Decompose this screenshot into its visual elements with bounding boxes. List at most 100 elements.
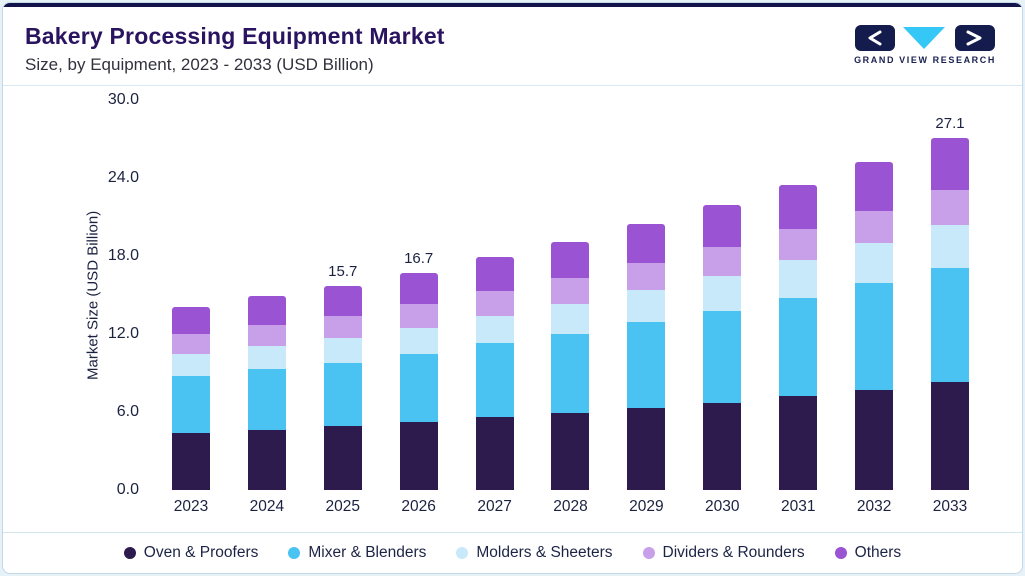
x-tick-label: 2024 xyxy=(249,498,285,515)
logo-marks-icon xyxy=(855,25,996,51)
bar-segment xyxy=(779,228,818,260)
bar-column: 15.7 xyxy=(305,100,381,490)
bar-column xyxy=(153,100,229,490)
x-tick-label: 2025 xyxy=(325,498,360,515)
x-tick-label: 2023 xyxy=(173,498,209,515)
bar-segment xyxy=(399,353,438,423)
bar-segment xyxy=(399,422,438,490)
legend-swatch xyxy=(642,547,655,559)
bar-segment xyxy=(551,413,590,490)
legend-swatch xyxy=(123,547,136,559)
bar-segment xyxy=(779,297,818,397)
grand-view-research-logo: GRAND VIEW RESEARCH xyxy=(854,25,996,65)
bar-segment xyxy=(703,275,742,311)
chart-plot: Market Size (USD Billion) 15.7 16.7 27.1 0… xyxy=(85,91,988,498)
bar-stack xyxy=(703,205,742,490)
bar-column xyxy=(760,100,836,490)
y-tick-label: 6.0 xyxy=(116,403,139,420)
legend-label: Dividers & Rounders xyxy=(662,544,805,561)
bar-segment xyxy=(399,272,438,305)
x-tick-label: 2031 xyxy=(780,498,816,515)
report-header: Bakery Processing Equipment Market Size,… xyxy=(3,7,1022,86)
bar-segment xyxy=(855,389,894,490)
bar-stack xyxy=(247,296,286,490)
bar-segment xyxy=(475,291,514,316)
legend-swatch xyxy=(288,547,301,559)
bar-segment xyxy=(399,327,438,354)
bar-segment xyxy=(475,315,514,344)
legend-item: Oven & Proofers xyxy=(123,544,258,562)
legend-item: Others xyxy=(834,544,902,562)
x-tick-label: 2032 xyxy=(856,498,892,515)
bar-segment xyxy=(627,262,666,290)
bar-column xyxy=(684,100,760,490)
bar-segment xyxy=(247,369,286,431)
header-titles: Bakery Processing Equipment Market Size,… xyxy=(25,21,445,77)
bar-segment xyxy=(931,382,970,490)
legend-item: Dividers & Rounders xyxy=(642,544,805,562)
x-tick-label: 2026 xyxy=(401,498,436,515)
bar-column xyxy=(533,100,609,490)
y-tick-label: 30.0 xyxy=(107,91,139,108)
bar-column: 27.1 xyxy=(912,100,988,490)
legend-item: Mixer & Blenders xyxy=(288,544,426,562)
bar-segment xyxy=(399,304,438,328)
bar-segment xyxy=(855,210,894,244)
bar-segment xyxy=(247,324,286,346)
legend-label: Others xyxy=(854,544,902,561)
legend-item: Molders & Sheeters xyxy=(456,544,613,562)
bar-column xyxy=(457,100,533,490)
legend-label: Molders & Sheeters xyxy=(476,544,613,561)
bar-segment xyxy=(855,162,894,211)
bar-stack xyxy=(323,285,362,490)
bar-segment xyxy=(931,224,970,268)
plot-area: 15.7 16.7 27.1 xyxy=(153,100,988,490)
bar-segment xyxy=(475,417,514,490)
bar-segment xyxy=(703,246,742,276)
bar-stack xyxy=(627,223,666,490)
bar-segment xyxy=(247,345,286,370)
bar-total-label: 15.7 xyxy=(328,262,358,280)
bar-segment xyxy=(855,243,894,284)
bar-column: 16.7 xyxy=(381,100,457,490)
bar-stack xyxy=(779,184,818,490)
bar-segment xyxy=(779,396,818,490)
bar-segment xyxy=(627,322,666,409)
page-title: Bakery Processing Equipment Market xyxy=(25,23,445,49)
bar-segment xyxy=(627,289,666,323)
bar-segment xyxy=(551,334,590,414)
bar-stack xyxy=(475,257,514,490)
y-axis-title: Market Size (USD Billion) xyxy=(84,210,102,380)
bar-segment xyxy=(551,304,590,334)
bar-stack xyxy=(171,306,210,490)
bar-stack xyxy=(855,162,894,490)
bar-segment xyxy=(171,353,210,376)
bar-segment xyxy=(703,402,742,490)
bar-segment xyxy=(551,278,590,305)
top-accent-bar xyxy=(3,3,1022,7)
bar-stack xyxy=(931,137,970,490)
x-axis-labels: 2023 2024 2025 2026 2027 2028 2029 2030 2031 2032… xyxy=(153,498,988,522)
bar-segment xyxy=(171,334,210,354)
bar-segment xyxy=(703,310,742,403)
bar-total-label: 16.7 xyxy=(404,249,434,267)
legend-swatch xyxy=(456,547,469,559)
bar-segment xyxy=(323,337,362,363)
legend: Oven & Proofers Mixer & Blenders Molders &… xyxy=(3,533,1022,573)
bar-segment xyxy=(171,375,210,433)
bar-segment xyxy=(551,241,590,279)
x-tick-label: 2028 xyxy=(553,498,588,515)
x-tick-label: 2033 xyxy=(932,498,968,515)
x-tick-label: 2029 xyxy=(629,498,664,515)
bar-stack xyxy=(399,272,438,490)
bar-column xyxy=(608,100,684,490)
bar-segment xyxy=(247,296,286,325)
logo-text: GRAND VIEW RESEARCH xyxy=(854,55,996,65)
bar-segment xyxy=(931,189,970,225)
bar-segment xyxy=(323,315,362,338)
y-tick-label: 18.0 xyxy=(107,247,139,264)
bar-segment xyxy=(475,343,514,418)
bar-segment xyxy=(855,283,894,390)
bar-total-label: 27.1 xyxy=(935,114,965,132)
